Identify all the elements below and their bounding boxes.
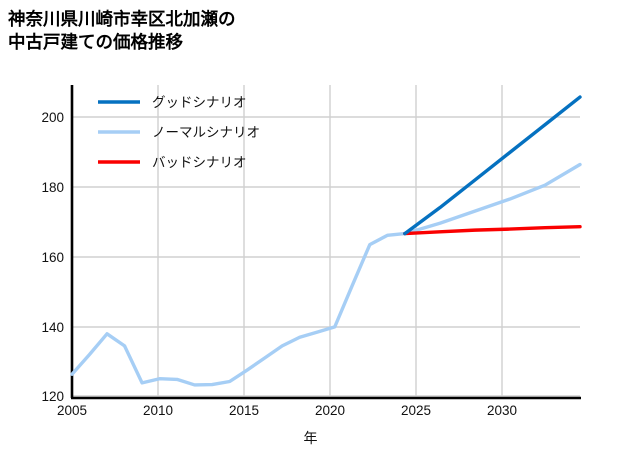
page-title: 神奈川県川崎市幸区北加瀬の 中古戸建ての価格推移 (8, 9, 236, 53)
y-tick-180: 180 (41, 180, 64, 195)
x-tick-2020: 2020 (315, 403, 345, 418)
plot-background (72, 85, 580, 397)
series-line-normal-scenario (70, 162, 582, 387)
series-line-good-scenario (403, 95, 582, 236)
legend-label-1: グッドシナリオ (152, 95, 247, 110)
legend-label-2: ノーマルシナリオ (152, 125, 260, 140)
y-tick-200: 200 (41, 110, 64, 125)
x-tick-2010: 2010 (143, 403, 173, 418)
data-series-group (70, 95, 582, 387)
x-tick-2015: 2015 (229, 403, 259, 418)
x-tick-2030: 2030 (487, 403, 517, 418)
x-axis-label: 年 (303, 430, 318, 446)
x-tick-labels: 2005 2010 2015 2020 2025 2030 (57, 403, 517, 418)
x-tick-2005: 2005 (57, 403, 87, 418)
legend-label-3: バッドシナリオ (152, 155, 247, 170)
y-tick-labels: 200 180 160 140 120 (41, 110, 64, 404)
y-gridlines (72, 116, 580, 397)
series-line-bad-scenario (403, 224, 582, 236)
x-tick-2025: 2025 (401, 403, 431, 418)
y-tick-160: 160 (41, 250, 64, 265)
x-gridlines (157, 85, 503, 396)
y-tick-140: 140 (41, 320, 64, 335)
y-tick-120: 120 (41, 389, 64, 404)
